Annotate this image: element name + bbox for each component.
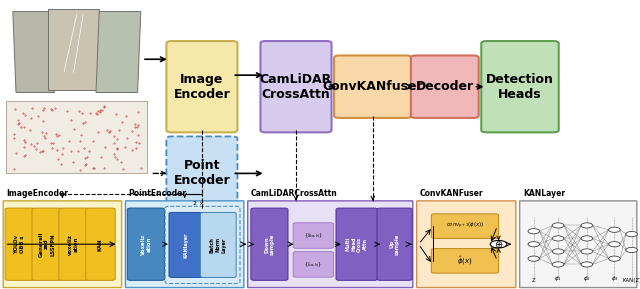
Text: KANlayer: KANlayer (184, 232, 189, 258)
Text: $conv_{p+1}(\phi(x))$: $conv_{p+1}(\phi(x))$ (446, 221, 484, 231)
Text: 2 ×: 2 × (193, 201, 205, 206)
FancyBboxPatch shape (431, 214, 499, 238)
FancyBboxPatch shape (481, 41, 559, 132)
FancyBboxPatch shape (169, 212, 204, 277)
Text: ImageEncoder: ImageEncoder (6, 189, 68, 198)
FancyBboxPatch shape (86, 208, 115, 280)
Text: Down
sample: Down sample (264, 234, 275, 255)
Circle shape (609, 242, 620, 247)
FancyBboxPatch shape (248, 201, 413, 288)
Text: KAN: KAN (98, 238, 103, 251)
FancyBboxPatch shape (336, 208, 378, 280)
Text: PointEncoder: PointEncoder (129, 189, 187, 198)
Circle shape (626, 247, 637, 253)
Text: Voxeliz
ation: Voxeliz ation (141, 234, 151, 255)
Text: Decoder: Decoder (416, 80, 474, 93)
FancyBboxPatch shape (411, 55, 479, 118)
Text: Detection
Heads: Detection Heads (486, 73, 554, 101)
Text: Image
Encoder: Image Encoder (173, 73, 230, 101)
FancyBboxPatch shape (166, 41, 237, 132)
Circle shape (528, 256, 540, 261)
Text: YOLOv
OBB s: YOLOv OBB s (15, 235, 25, 254)
Text: Point
Encoder: Point Encoder (173, 160, 230, 187)
FancyBboxPatch shape (431, 249, 499, 273)
Polygon shape (48, 9, 99, 90)
FancyBboxPatch shape (334, 55, 412, 118)
Circle shape (552, 249, 564, 254)
Circle shape (528, 229, 540, 234)
Text: Z: Z (532, 278, 536, 283)
Text: Batch
Norm
Layer: Batch Norm Layer (210, 237, 227, 253)
Circle shape (581, 262, 593, 267)
Text: voxeliz
ation: voxeliz ation (68, 234, 79, 255)
FancyBboxPatch shape (32, 208, 61, 280)
Text: $\{l_{ca,hi}\}$: $\{l_{ca,hi}\}$ (305, 260, 322, 268)
FancyBboxPatch shape (3, 201, 122, 288)
Text: $\{k_{ca,hi}\}$: $\{k_{ca,hi}\}$ (303, 231, 323, 240)
Circle shape (552, 262, 564, 267)
Text: CamLiDARCrossAttn: CamLiDARCrossAttn (251, 189, 338, 198)
Text: $\phi_3$: $\phi_3$ (611, 274, 618, 283)
FancyBboxPatch shape (251, 208, 288, 280)
Circle shape (626, 231, 637, 237)
FancyBboxPatch shape (377, 208, 412, 280)
Text: $\phi_1$: $\phi_1$ (554, 274, 562, 283)
FancyBboxPatch shape (127, 208, 164, 280)
Text: $\oplus$: $\oplus$ (494, 239, 503, 250)
Text: Up
sample: Up sample (389, 234, 400, 255)
Circle shape (609, 256, 620, 261)
FancyBboxPatch shape (6, 101, 147, 173)
FancyBboxPatch shape (5, 208, 35, 280)
Circle shape (490, 240, 507, 248)
Circle shape (528, 242, 540, 247)
Circle shape (552, 223, 564, 228)
Circle shape (609, 227, 620, 232)
Text: ConvKANFuser: ConvKANFuser (420, 189, 483, 198)
FancyBboxPatch shape (200, 212, 236, 277)
Text: Multi
Head
Cross
Attn: Multi Head Cross Attn (346, 237, 368, 252)
FancyBboxPatch shape (166, 136, 237, 210)
FancyBboxPatch shape (260, 41, 332, 132)
FancyBboxPatch shape (293, 223, 333, 248)
FancyBboxPatch shape (125, 201, 244, 288)
Circle shape (581, 236, 593, 241)
Circle shape (581, 223, 593, 228)
Circle shape (552, 236, 564, 241)
Text: $\phi_2$: $\phi_2$ (583, 274, 591, 283)
Text: Generali
zed
LSSFPN: Generali zed LSSFPN (38, 231, 55, 257)
Text: $\hat{\phi}(x)$: $\hat{\phi}(x)$ (457, 255, 473, 267)
Circle shape (581, 249, 593, 254)
Text: KAN(Z): KAN(Z) (622, 278, 640, 283)
Polygon shape (13, 12, 54, 92)
Text: KANLayer: KANLayer (523, 189, 565, 198)
Polygon shape (96, 12, 141, 92)
FancyBboxPatch shape (59, 208, 88, 280)
FancyBboxPatch shape (293, 252, 333, 277)
FancyBboxPatch shape (520, 201, 637, 288)
Text: ConvKANfuser: ConvKANfuser (323, 80, 423, 93)
FancyBboxPatch shape (417, 201, 516, 288)
Text: CamLiDAR
CrossAttn: CamLiDAR CrossAttn (260, 73, 332, 101)
